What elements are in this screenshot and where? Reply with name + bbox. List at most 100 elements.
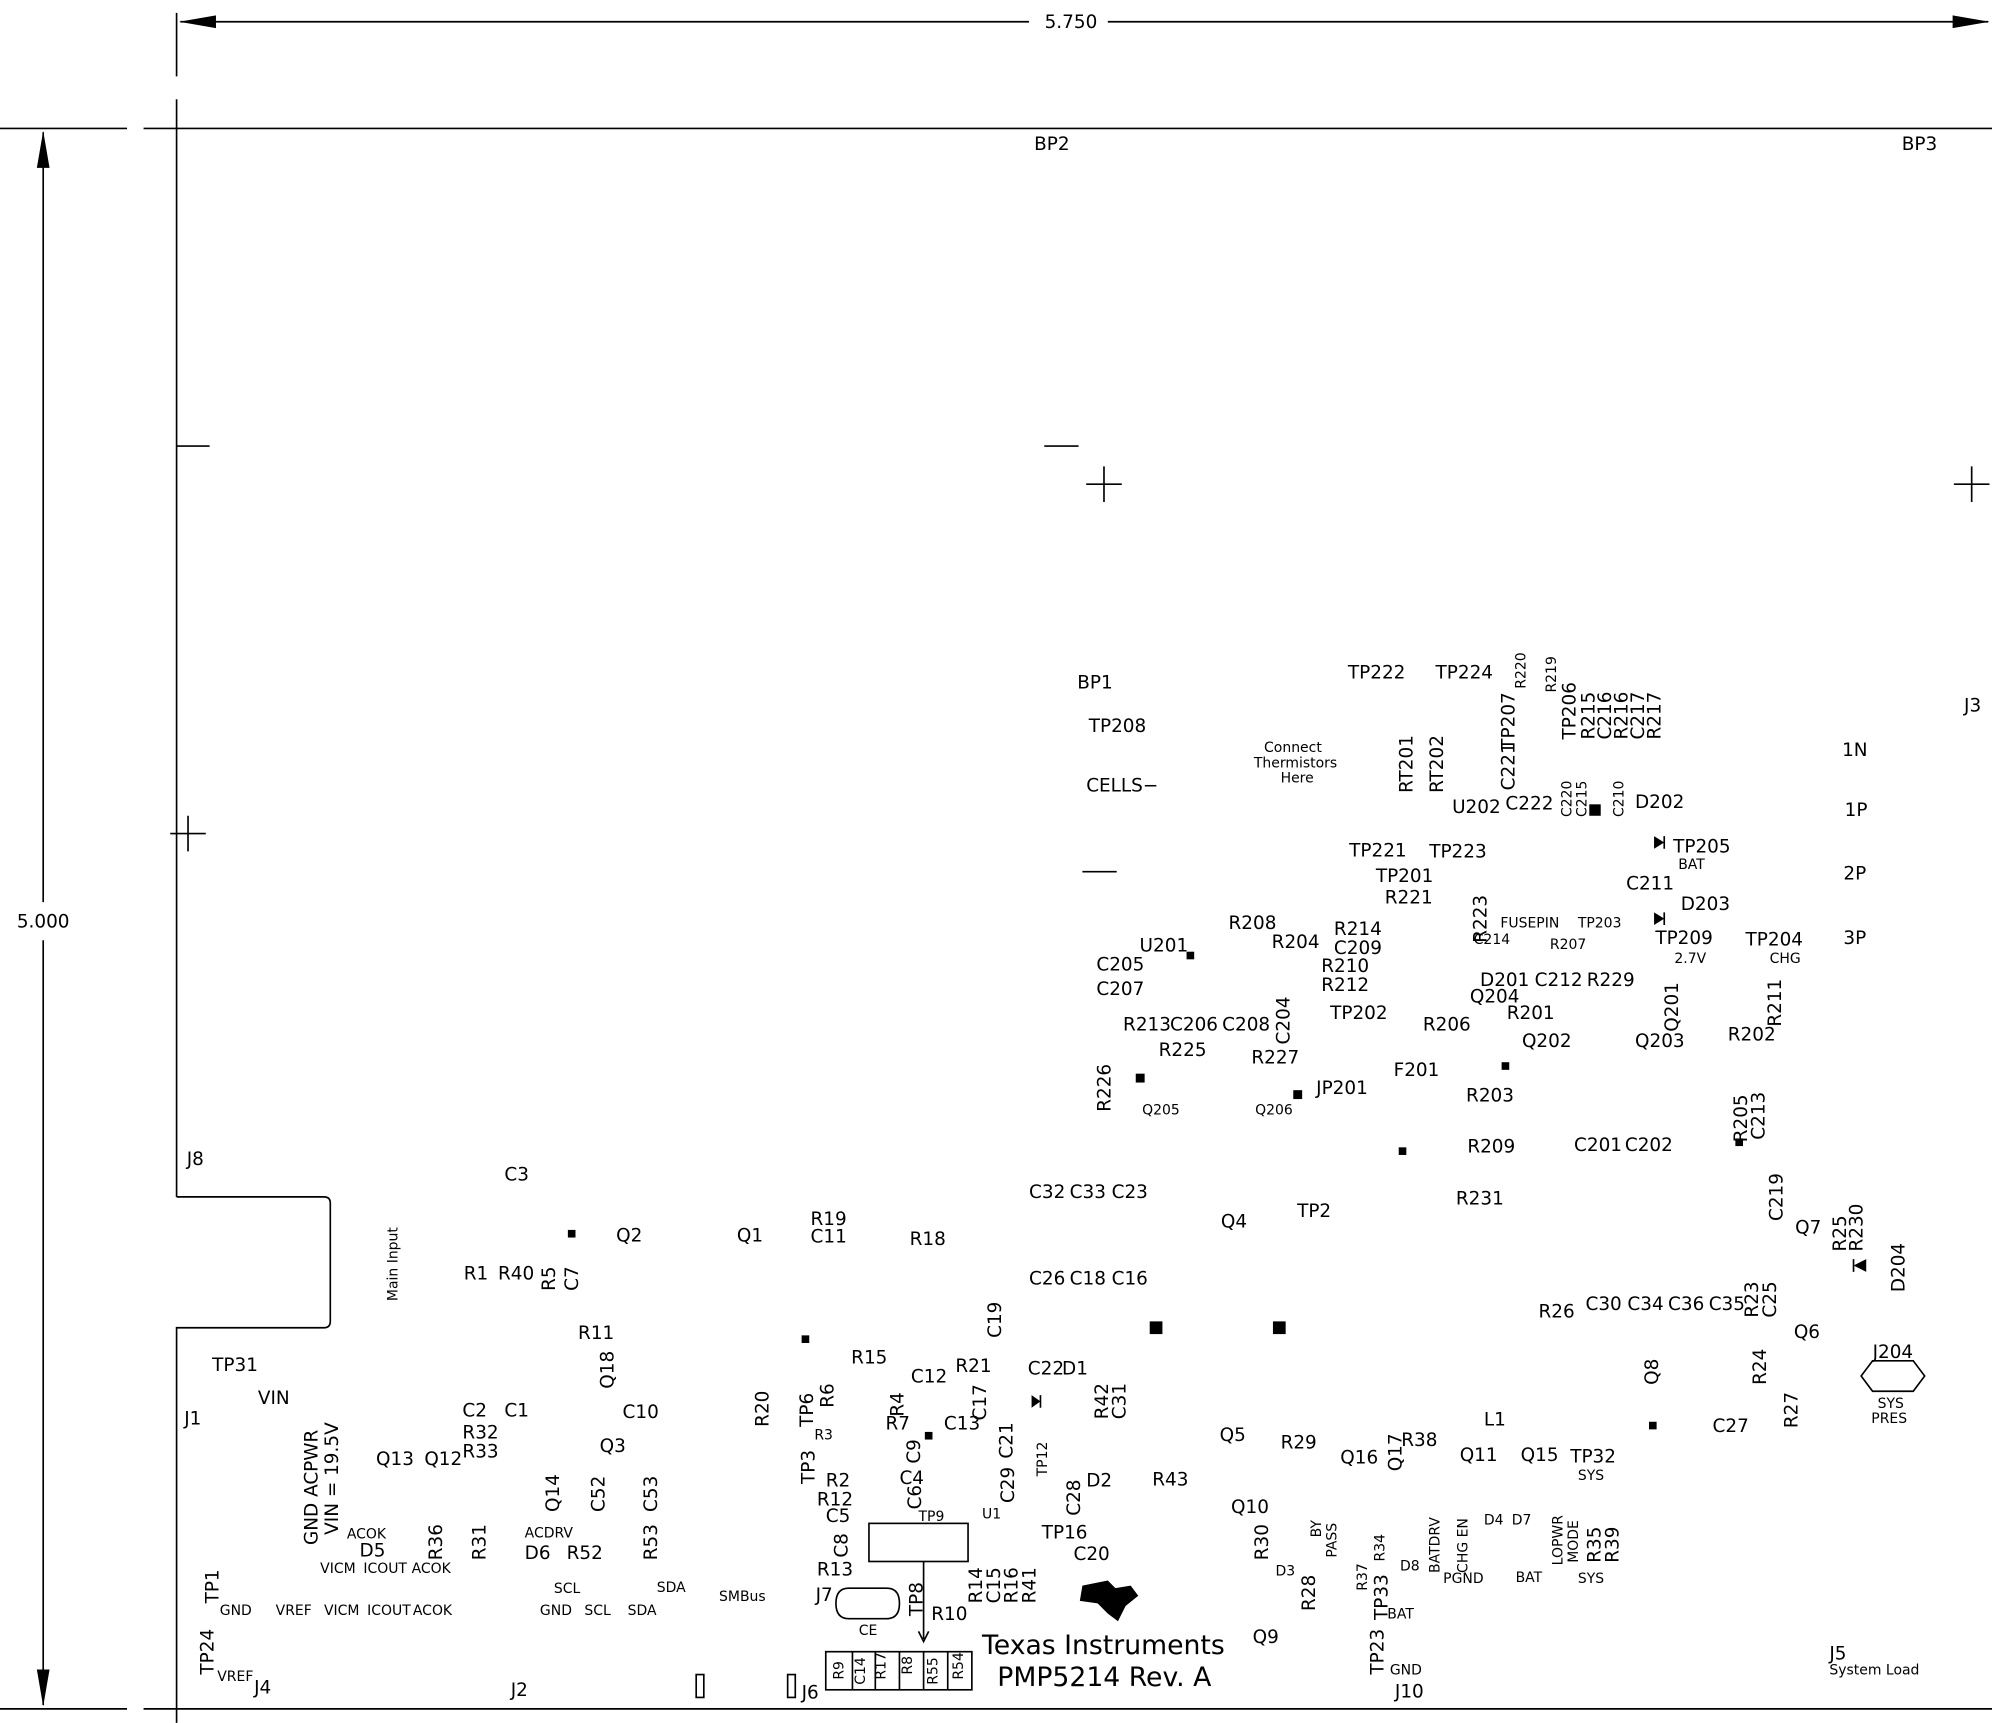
- silk-label: D6: [525, 1543, 551, 1564]
- silk-label: CELLS−: [1086, 776, 1158, 797]
- silk-label: D3: [1275, 1563, 1295, 1579]
- silk-label: D202: [1635, 792, 1684, 813]
- silk-label: D7: [1512, 1513, 1532, 1529]
- silk-label: BP2: [1034, 134, 1069, 155]
- silk-label: 1N: [1842, 740, 1867, 761]
- silk-label: J3: [1963, 696, 1981, 717]
- silk-label: BAT: [1387, 1607, 1414, 1623]
- width-dimension: 5.750: [1045, 12, 1098, 33]
- silk-label: R217: [1644, 692, 1665, 740]
- silk-label: R43: [1152, 1469, 1188, 1490]
- silk-label: GND: [220, 1603, 252, 1619]
- silk-label: U201: [1140, 936, 1189, 957]
- silk-label: Q14: [543, 1474, 564, 1512]
- silk-label: R226: [1094, 1064, 1115, 1112]
- silk-label: C206: [1170, 1014, 1218, 1035]
- silk-label: R40: [498, 1263, 534, 1284]
- silk-label: R19: [811, 1209, 847, 1230]
- silk-label: Q9: [1253, 1627, 1279, 1648]
- silk-label: TP2: [1296, 1201, 1331, 1222]
- silk-label: Q7: [1795, 1218, 1821, 1239]
- silk-label: ACOK: [412, 1561, 452, 1577]
- silk-label: C23: [1112, 1182, 1148, 1203]
- silk-label: Q4: [1221, 1211, 1247, 1232]
- silk-label: TP33: [1371, 1574, 1392, 1621]
- silk-label: R225: [1159, 1040, 1207, 1061]
- silk-label: TP204: [1745, 929, 1803, 950]
- silk-label: R10: [931, 1604, 967, 1625]
- silk-label: TP3: [798, 1450, 819, 1485]
- silk-label: C27: [1713, 1416, 1749, 1437]
- silk-label: C9: [904, 1439, 925, 1464]
- silk-label: J5: [1828, 1643, 1846, 1664]
- silk-label: R35: [1585, 1527, 1606, 1563]
- silk-label: Q201: [1662, 982, 1683, 1032]
- silk-label: D1: [1062, 1359, 1088, 1380]
- silk-label: R23: [1742, 1281, 1763, 1317]
- silk-label: R3: [814, 1428, 833, 1444]
- silk-label: U1: [982, 1506, 1001, 1522]
- silk-label: VICM: [324, 1603, 359, 1619]
- silk-label: SDA: [628, 1603, 657, 1619]
- silk-label: TP8: [906, 1582, 927, 1617]
- silk-label: R227: [1251, 1047, 1299, 1068]
- silk-label: R215: [1578, 692, 1599, 740]
- silk-label: J4: [253, 1678, 271, 1699]
- silk-label: C7: [562, 1266, 583, 1291]
- silk-label: R28: [1299, 1575, 1320, 1611]
- silk-label: R2: [826, 1471, 851, 1492]
- silk-label: R26: [1538, 1302, 1574, 1323]
- silk-label: C22: [1028, 1359, 1064, 1380]
- silk-label: R209: [1467, 1136, 1515, 1157]
- silk-label: Q1: [737, 1225, 763, 1246]
- silk-label: SCL: [554, 1581, 581, 1597]
- silk-label: VREF: [217, 1669, 253, 1685]
- silk-label: CHG: [1770, 951, 1801, 967]
- silk-label: R205: [1731, 1094, 1752, 1142]
- silk-label: R202: [1728, 1025, 1776, 1046]
- silk-label: R29: [1281, 1432, 1317, 1453]
- silk-label: TP206: [1559, 682, 1580, 740]
- silk-label: R212: [1321, 975, 1369, 996]
- silk-label: TP32: [1569, 1446, 1616, 1467]
- silk-label: U202: [1452, 797, 1501, 818]
- silk-label: R223: [1470, 895, 1491, 943]
- silk-label: LOPWR: [1551, 1515, 1567, 1566]
- silk-label: F201: [1394, 1060, 1440, 1081]
- silk-label: R53: [641, 1524, 662, 1560]
- silk-label: TP209: [1654, 928, 1712, 949]
- silk-label: C14: [853, 1657, 869, 1685]
- silk-label: R12: [817, 1490, 853, 1511]
- silk-label: R24: [1750, 1349, 1771, 1385]
- silk-label: C2: [462, 1401, 487, 1422]
- silk-label: C207: [1096, 979, 1144, 1000]
- silk-label: C210: [1612, 781, 1628, 817]
- silk-label: BP3: [1902, 134, 1937, 155]
- silk-label: R13: [817, 1559, 853, 1580]
- silk-label: D204: [1888, 1243, 1909, 1292]
- silk-label: ACDRV: [525, 1525, 574, 1541]
- silk-label: C212: [1535, 970, 1583, 991]
- silk-label: C18: [1070, 1269, 1106, 1290]
- silk-label: Texas Instruments: [981, 1630, 1225, 1661]
- silk-label: FUSEPIN: [1500, 916, 1559, 932]
- markings: [170, 445, 1990, 1699]
- silk-label: C215: [1575, 781, 1591, 817]
- silk-label: C31: [1110, 1383, 1131, 1419]
- silk-label: C1: [504, 1401, 529, 1422]
- silk-label: R213: [1123, 1014, 1171, 1035]
- silk-label: GND: [1390, 1663, 1422, 1679]
- silk-label: R203: [1466, 1086, 1514, 1107]
- outline: 5.750 5.000: [0, 12, 1992, 1723]
- silk-label: J204: [1872, 1342, 1914, 1363]
- silk-label: JP201: [1315, 1078, 1368, 1099]
- silk-label: R229: [1587, 970, 1635, 991]
- silk-label: R231: [1456, 1189, 1504, 1210]
- silk-label: C15: [984, 1567, 1005, 1603]
- silk-label: R219: [1544, 656, 1560, 692]
- silk-label: PMP5214 Rev. A: [997, 1662, 1212, 1693]
- silk-label: Q18: [598, 1351, 619, 1389]
- silk-label: C6: [905, 1485, 926, 1510]
- silk-label: C201: [1574, 1135, 1622, 1156]
- silk-label: Q16: [1340, 1448, 1378, 1469]
